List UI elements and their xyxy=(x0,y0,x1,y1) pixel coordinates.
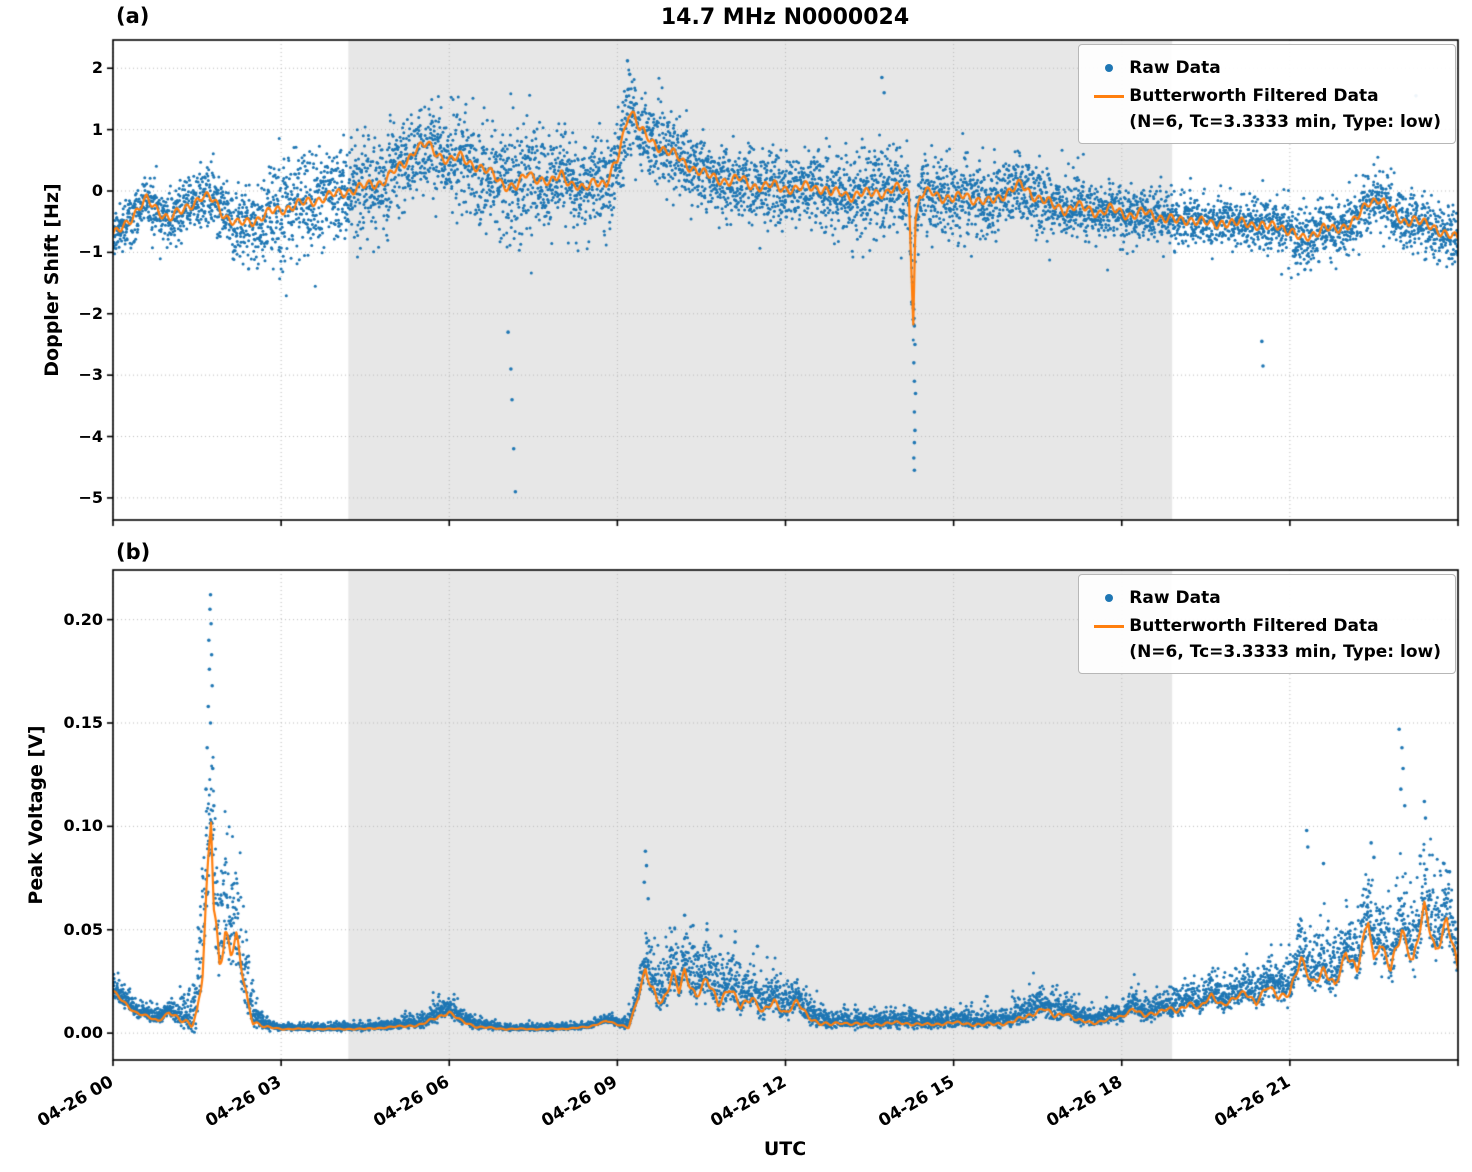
panel-b-tag: (b) xyxy=(116,540,151,564)
filtered-line-marker-icon xyxy=(1089,624,1129,628)
panel-a-y-tick-label: −5 xyxy=(78,487,103,507)
legend-raw-label: Raw Data xyxy=(1129,588,1221,608)
filtered-line-marker-icon xyxy=(1089,94,1129,98)
legend-filtered-sublabel: (N=6, Tc=3.3333 min, Type: low) xyxy=(1129,642,1441,662)
panel-b-y-tick-label: 0.10 xyxy=(63,816,103,836)
legend-a: Raw Data Butterworth Filtered Data (N=6,… xyxy=(1078,44,1456,144)
legend-filtered-label: Butterworth Filtered Data xyxy=(1129,86,1379,106)
legend-filtered-sublabel: (N=6, Tc=3.3333 min, Type: low) xyxy=(1129,112,1441,132)
panel-a-y-tick-label: −4 xyxy=(78,426,103,446)
panel-a-y-tick-label: −2 xyxy=(78,303,103,323)
legend-row-raw: Raw Data xyxy=(1089,584,1441,612)
panel-a-y-tick-label: 0 xyxy=(91,180,103,200)
panel-b-y-tick-label: 0.15 xyxy=(63,712,103,732)
panel-b-y-tick-label: 0.05 xyxy=(63,919,103,939)
panel-a-y-tick-label: 2 xyxy=(91,58,103,78)
panel-b-y-tick-label: 0.00 xyxy=(63,1023,103,1043)
legend-row-raw: Raw Data xyxy=(1089,54,1441,82)
panel-b-y-tick-label: 0.20 xyxy=(63,609,103,629)
legend-b: Raw Data Butterworth Filtered Data (N=6,… xyxy=(1078,574,1456,674)
chart-title: 14.7 MHz N0000024 xyxy=(660,5,910,30)
panel-b-ylabel: Peak Voltage [V] xyxy=(25,725,47,905)
panel-a-y-tick-label: 1 xyxy=(91,119,103,139)
panel-a-y-tick-label: −1 xyxy=(78,242,103,262)
panel-a-ylabel: Doppler Shift [Hz] xyxy=(41,183,63,377)
raw-dot-marker-icon xyxy=(1089,64,1129,72)
legend-filtered-label: Butterworth Filtered Data xyxy=(1129,616,1379,636)
panel-a-tag: (a) xyxy=(116,4,150,28)
raw-dot-marker-icon xyxy=(1089,594,1129,602)
legend-raw-label: Raw Data xyxy=(1129,58,1221,78)
panel-a-y-tick-label: −3 xyxy=(78,365,103,385)
legend-row-filtered: Butterworth Filtered Data xyxy=(1089,612,1441,640)
legend-row-filtered: Butterworth Filtered Data xyxy=(1089,82,1441,110)
x-axis-label: UTC xyxy=(763,1138,807,1160)
